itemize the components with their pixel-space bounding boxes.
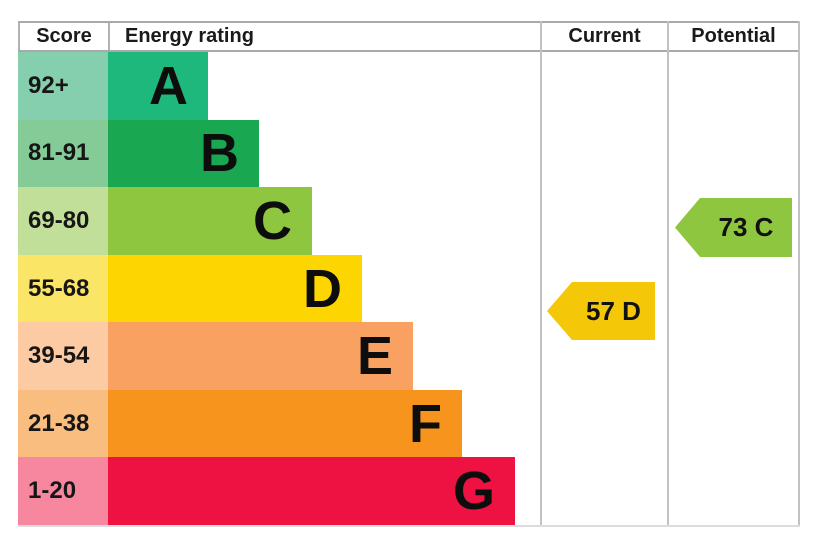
rating-bar-c: C [108,187,312,255]
band-row-c: 69-80 C [18,187,540,255]
band-letter-b: B [200,123,239,184]
rating-bar-d: D [108,254,362,323]
score-range-g: 1-20 [18,457,108,526]
band-row-g: 1-20 G [18,457,540,526]
potential-rating-label: 73 C [718,212,774,242]
table-right-border [798,21,800,527]
current-rating-arrow: 57 D [547,282,655,340]
score-range-c: 69-80 [18,187,108,255]
band-letter-a: A [149,55,188,116]
score-range-d: 55-68 [18,254,108,323]
band-row-d: 55-68 D [18,254,540,323]
header-current: Current [540,23,667,50]
header-energy-rating: Energy rating [108,23,540,50]
score-range-b: 81-91 [18,119,108,188]
rating-bar-f: F [108,389,462,458]
header-score: Score [18,23,108,50]
band-row-a: 92+ A [18,52,540,120]
current-rating-label: 57 D [586,295,641,326]
potential-rating-arrow: 73 C [675,198,792,257]
chart-header-row: Score Energy rating Current Potential [18,21,800,52]
rating-bar-e: E [108,322,413,390]
energy-rating-chart: Score Energy rating Current Potential 92… [18,21,800,527]
table-bottom-border [18,525,800,527]
rating-bar-b: B [108,119,259,188]
rating-bands: 92+ A 81-91 B 69-80 C 55-68 D 39-54 E 21-38 F 1-20 G [18,52,540,526]
band-letter-g: G [452,461,495,522]
band-row-f: 21-38 F [18,389,540,458]
rating-bar-a: A [108,52,208,120]
band-letter-c: C [253,190,292,251]
band-letter-d: D [303,258,342,319]
score-range-e: 39-54 [18,322,108,390]
header-potential: Potential [667,23,800,50]
score-range-f: 21-38 [18,389,108,458]
score-range-a: 92+ [18,52,108,120]
band-letter-e: E [356,326,393,387]
potential-column-divider [667,21,669,527]
band-row-e: 39-54 E [18,322,540,390]
rating-bar-g: G [108,457,515,526]
band-letter-f: F [409,393,442,454]
current-column-divider [540,21,542,527]
band-row-b: 81-91 B [18,119,540,188]
